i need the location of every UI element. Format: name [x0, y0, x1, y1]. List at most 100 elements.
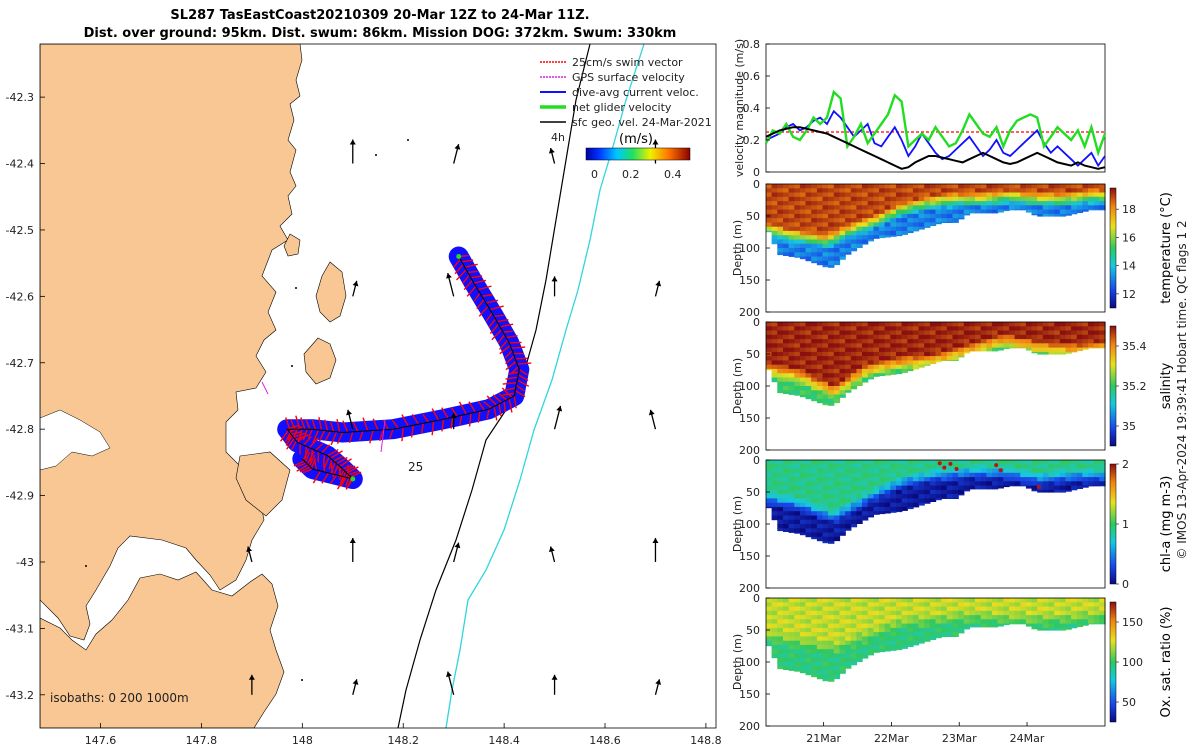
- salinity-section-cell: [1099, 322, 1106, 327]
- chla-section-cell: [839, 489, 846, 495]
- temperature-section-cell: [1054, 201, 1061, 206]
- map-annotation: 25: [408, 460, 423, 474]
- chla-section-cell: [1003, 485, 1010, 488]
- oxygen-section-cell: [856, 632, 863, 637]
- temperature-section-cell: [828, 239, 835, 245]
- salinity-section-cell: [766, 322, 773, 327]
- swim-vector: [332, 464, 339, 478]
- salinity-section-cell: [777, 386, 784, 391]
- oxygen-section-cell: [788, 649, 795, 655]
- chla-section-cell: [1099, 481, 1106, 487]
- salinity-section-cell: [975, 322, 982, 327]
- geo-velocity-arrowhead: [548, 546, 555, 553]
- salinity-section-cell: [856, 334, 863, 340]
- temperature-section-cell: [805, 184, 812, 189]
- temperature-section-cell: [828, 196, 835, 202]
- salinity-section-cell: [980, 339, 987, 344]
- salinity-section-cell: [1003, 343, 1010, 349]
- salinity-section-cell: [766, 347, 773, 353]
- temperature-section-cell: [828, 222, 835, 228]
- salinity-section-cell: [828, 373, 835, 379]
- oxygen-section-cell: [799, 619, 807, 625]
- temperature-section-cell: [833, 205, 841, 211]
- temperature-section-cell: [1014, 196, 1021, 202]
- legend-geo-label: sfc geo. vel. 24-Mar-2021: [572, 116, 712, 129]
- oxygen-section-cell: [845, 615, 852, 620]
- temperature-section-cell: [946, 213, 954, 219]
- salinity-section-cell: [777, 390, 784, 394]
- temperature-section-cell: [850, 248, 858, 252]
- oxygen-section-cell: [963, 627, 971, 630]
- salinity-section-cell: [856, 364, 863, 370]
- chla-section-cell: [822, 528, 829, 534]
- oxygen-section-cell: [946, 627, 954, 633]
- salinity-section-cell: [997, 326, 1004, 332]
- temperature-section-cell: [788, 239, 795, 245]
- salinity-section-cell: [963, 339, 971, 344]
- oxygen-section-cell: [1031, 606, 1038, 612]
- chla-section-cell: [788, 468, 795, 474]
- oxygen-section-cell: [1048, 606, 1055, 612]
- map-x-tick-label: 148.6: [589, 734, 621, 747]
- oxygen-section-cell: [929, 636, 937, 640]
- oxygen-section-cell: [1054, 602, 1061, 608]
- chla-section-cell: [794, 485, 801, 491]
- temperature-section-cell: [896, 201, 903, 206]
- salinity-section-cell: [873, 322, 880, 327]
- salinity-section-cell: [805, 373, 812, 379]
- temperature-section-cell: [783, 218, 790, 223]
- temperature-section-cell: [766, 196, 773, 202]
- chla-section-cell: [850, 506, 858, 512]
- chla-section-cell: [811, 528, 818, 534]
- oxygen-section-cell: [992, 598, 999, 603]
- temperature-section-cell: [816, 252, 824, 258]
- salinity-section-cell: [918, 322, 925, 327]
- salinity-section-cell: [879, 322, 886, 327]
- salinity-section-cell: [1071, 343, 1078, 349]
- temperature-section-cell: [952, 213, 959, 219]
- temperature-section-cell: [890, 196, 897, 202]
- oxygen-section-cell: [901, 632, 908, 637]
- temperature-section-cell: [811, 226, 818, 232]
- chla-section-cell: [941, 485, 948, 491]
- chla-section-cell: [1031, 481, 1038, 487]
- salinity-section-cell: [850, 343, 858, 349]
- salinity-section-cell: [783, 368, 790, 374]
- temperature-section-cell: [766, 226, 773, 232]
- oxygen-section-cell: [783, 615, 790, 620]
- chla-section-cell: [783, 502, 790, 508]
- oxygen-section-cell: [1009, 606, 1016, 612]
- temperature-section-cell: [822, 205, 829, 211]
- chla-section-cell: [862, 511, 869, 517]
- salinity-section-cell: [952, 347, 959, 353]
- salinity-section-cell: [839, 394, 846, 398]
- oxygen-section-cell: [771, 640, 778, 646]
- salinity-section-cell: [873, 356, 880, 361]
- chla-section-cell: [833, 511, 841, 517]
- oxygen-section-cell: [811, 636, 818, 642]
- chla-section-cell: [896, 506, 903, 512]
- salinity-section-cell: [783, 381, 790, 387]
- chla-section-cell: [822, 464, 829, 470]
- salinity-section-cell: [935, 343, 942, 349]
- salinity-section-cell: [975, 326, 982, 332]
- oxygen-section-cell: [901, 610, 908, 616]
- oxygen-section-cell: [896, 602, 903, 608]
- temperature-section-cell: [811, 230, 818, 236]
- chla-section-cell: [777, 460, 784, 465]
- chla-section-cell: [771, 511, 778, 517]
- temperature-section-cell: [907, 222, 914, 228]
- oxygen-section-cell: [788, 606, 795, 612]
- chla-section-cell: [890, 494, 897, 499]
- map-colorbar-tick-1: 0.2: [622, 168, 640, 181]
- temperature-section-cell: [839, 239, 846, 245]
- chla-section-cell: [805, 528, 812, 534]
- salinity-section-cell: [783, 351, 790, 357]
- footer-note: © IMOS 13-Apr-2024 19:39:41 Hobart time.…: [1175, 220, 1189, 559]
- oxygen-section-cell: [890, 606, 897, 612]
- chla-section-cell: [816, 536, 824, 542]
- temperature-section-cell: [1076, 184, 1084, 189]
- chla-section-cell: [845, 489, 852, 495]
- salinity-section-cell: [952, 326, 959, 332]
- oxygen-section-cell: [896, 627, 903, 633]
